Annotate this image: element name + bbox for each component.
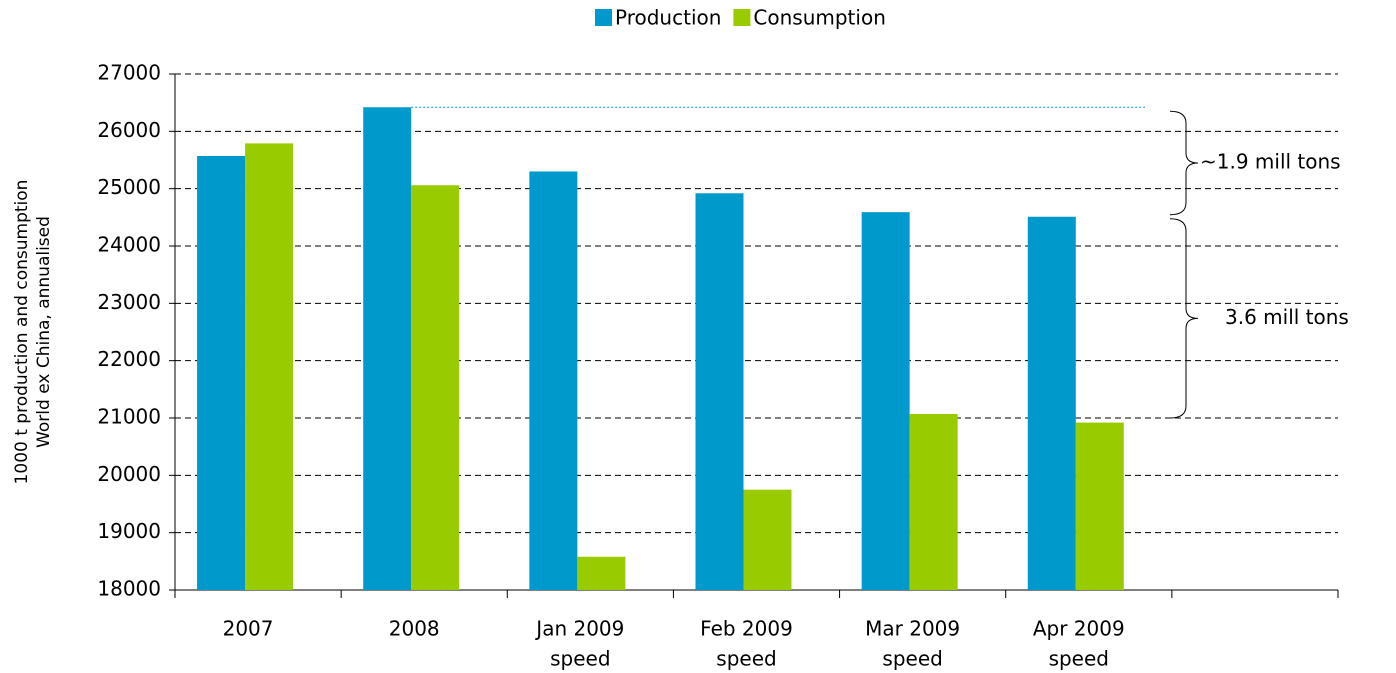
legend-label: Consumption: [753, 6, 885, 30]
bar: [1027, 216, 1076, 590]
y-tick-label: 24000: [97, 233, 161, 257]
bar: [743, 489, 792, 590]
bar: [909, 413, 958, 590]
y-tick-label: 21000: [97, 405, 161, 429]
bar: [1075, 422, 1124, 590]
y-tick-label: 26000: [97, 118, 161, 142]
bar: [363, 107, 412, 591]
legend-swatch: [595, 9, 612, 26]
y-axis-label: 1000 t production and consumption: [12, 180, 32, 485]
y-tick-label: 20000: [97, 462, 161, 486]
bar: [245, 143, 294, 590]
bar: [695, 193, 744, 590]
brace-top: [1169, 110, 1199, 216]
x-tick-label: speed: [716, 647, 776, 671]
y-tick-label: 18000: [97, 577, 161, 601]
y-tick-label: 23000: [97, 290, 161, 314]
y-tick-label: 19000: [97, 519, 161, 543]
x-tick-label: Mar 2009: [865, 617, 960, 641]
y-tick-label: 22000: [97, 347, 161, 371]
annotation: 3.6 mill tons: [1225, 305, 1349, 329]
y-tick-label: 25000: [97, 175, 161, 199]
y-tick-label: 27000: [97, 61, 161, 85]
bar: [411, 185, 460, 590]
bar: [197, 155, 246, 590]
x-tick-label: speed: [550, 647, 610, 671]
x-tick-label: Apr 2009: [1033, 617, 1125, 641]
x-tick-label: 2008: [389, 617, 440, 641]
x-tick-label: Feb 2009: [700, 617, 793, 641]
annotation: ~1.9 mill tons: [1200, 150, 1341, 174]
bar: [577, 556, 626, 590]
x-tick-label: speed: [882, 647, 942, 671]
bar: [529, 171, 578, 590]
brace-bottom: [1169, 218, 1199, 419]
x-tick-label: Jan 2009: [534, 617, 624, 641]
bar: [861, 212, 910, 590]
x-tick-label: 2007: [223, 617, 274, 641]
x-tick-label: speed: [1049, 647, 1109, 671]
y-axis-label: World ex China, annualised: [34, 216, 54, 448]
legend-swatch: [733, 9, 751, 26]
legend-label: Production: [615, 6, 721, 30]
